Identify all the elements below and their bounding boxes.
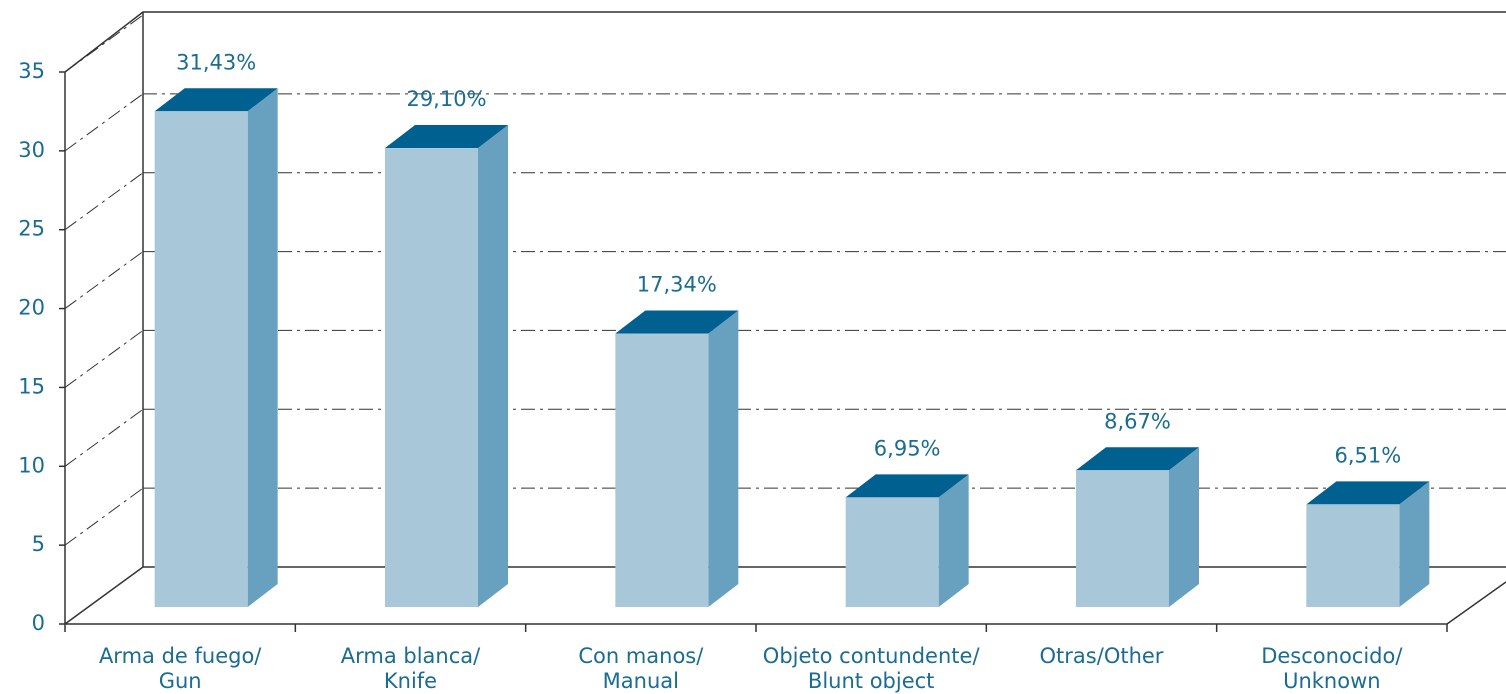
value-label: 17,34% — [637, 273, 717, 297]
y-tick-label: 20 — [18, 296, 45, 320]
x-tick-label: Otras/Other — [1040, 644, 1164, 668]
value-label: 31,43% — [176, 50, 256, 74]
bar-top — [154, 88, 278, 112]
y-tick-label: 5 — [32, 532, 45, 556]
y-tick-label: 25 — [18, 217, 45, 241]
x-tick-label: Con manos/ — [578, 644, 704, 668]
left-wall — [64, 11, 1506, 624]
bar-top — [1076, 447, 1199, 471]
y-tick-label: 0 — [32, 611, 45, 635]
bar-side — [478, 125, 508, 608]
value-label: 6,51% — [1334, 443, 1401, 467]
grid-line-side — [64, 251, 144, 309]
y-tick-label: 30 — [18, 138, 45, 162]
bar — [845, 497, 939, 607]
bar-top — [845, 474, 969, 498]
grid-line-side — [64, 172, 144, 231]
value-label: 6,95% — [874, 436, 941, 460]
y-tick-label: 35 — [18, 59, 45, 83]
x-tick-label: Unknown — [1283, 669, 1380, 693]
x-tick-label: Blunt object — [808, 669, 934, 693]
bar — [1076, 470, 1169, 607]
x-tick-label: Desconocido/ — [1261, 644, 1403, 668]
bar — [154, 111, 248, 607]
grid-line-side — [64, 487, 144, 546]
bar-side — [247, 88, 278, 607]
bar-side — [938, 474, 969, 607]
bar-top — [385, 125, 508, 149]
grid-line-side — [64, 14, 144, 73]
frame — [64, 11, 1506, 625]
value-label: 8,67% — [1104, 409, 1171, 433]
x-tick-label: Arma blanca/ — [341, 644, 481, 668]
bar-side — [708, 310, 739, 607]
value-label: 29,10% — [406, 87, 486, 111]
bar-side — [1399, 481, 1430, 607]
floor-front — [65, 581, 1506, 625]
y-tick-label: 15 — [18, 374, 45, 398]
bar — [615, 333, 709, 607]
x-tick-label: Gun — [159, 669, 202, 693]
bar-top — [1306, 481, 1430, 505]
grid-line-side — [64, 408, 144, 467]
grid-line-side — [64, 330, 144, 388]
x-tick-label: Manual — [603, 669, 679, 693]
x-tick-label: Arma de fuego/ — [99, 644, 262, 668]
floor-back — [64, 566, 1506, 625]
x-tick-label: Knife — [384, 669, 437, 693]
bar-side — [1169, 447, 1199, 607]
bar-top — [615, 310, 739, 334]
y-tick-label: 10 — [18, 453, 45, 477]
x-tick-label: Objeto contundente/ — [763, 644, 981, 668]
grid-line-side — [64, 93, 144, 152]
bar — [385, 148, 478, 607]
bar — [1306, 504, 1400, 607]
